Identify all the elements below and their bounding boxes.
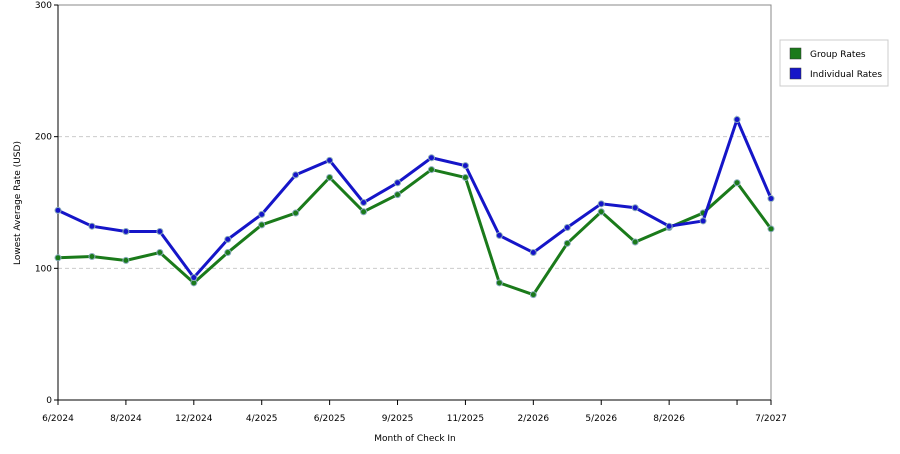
- data-point: [292, 209, 300, 217]
- data-point: [529, 291, 537, 299]
- data-point: [122, 227, 130, 235]
- data-point: [427, 166, 435, 174]
- x-tick-label: 6/2024: [42, 414, 74, 424]
- y-tick-label: 0: [46, 396, 52, 406]
- data-point: [495, 231, 503, 239]
- data-point: [631, 238, 639, 246]
- data-point: [461, 173, 469, 181]
- y-axis-label: Lowest Average Rate (USD): [13, 141, 23, 265]
- data-point: [394, 179, 402, 187]
- data-point: [597, 208, 605, 216]
- legend-label: Individual Rates: [810, 70, 882, 80]
- data-point: [495, 279, 503, 287]
- x-tick-label: 5/2026: [585, 414, 617, 424]
- data-point: [563, 224, 571, 232]
- x-axis-label: Month of Check In: [374, 434, 456, 444]
- data-point: [394, 191, 402, 199]
- data-point: [461, 162, 469, 170]
- data-point: [360, 208, 368, 216]
- data-point: [597, 200, 605, 208]
- x-tick-label: 11/2025: [447, 414, 484, 424]
- plot-area: [57, 4, 772, 401]
- y-tick-label: 300: [35, 1, 52, 11]
- data-point: [733, 179, 741, 187]
- series-line: [57, 115, 773, 280]
- data-point: [122, 256, 130, 264]
- data-point: [665, 222, 673, 230]
- x-tick-label: 8/2026: [653, 414, 685, 424]
- x-tick-label: 2/2026: [517, 414, 549, 424]
- data-point: [224, 249, 232, 257]
- data-point: [258, 210, 266, 218]
- x-tick-label: 8/2024: [110, 414, 142, 424]
- x-tick-label: 12/2024: [175, 414, 213, 424]
- data-point: [156, 227, 164, 235]
- data-point: [224, 235, 232, 243]
- x-tick-label: 6/2025: [314, 414, 346, 424]
- data-point: [88, 252, 96, 260]
- legend-label: Group Rates: [810, 50, 866, 60]
- data-point: [529, 249, 537, 257]
- data-point: [326, 156, 334, 164]
- legend-swatch: [789, 67, 802, 80]
- data-point: [563, 239, 571, 247]
- data-point: [54, 254, 62, 262]
- data-point: [54, 206, 62, 214]
- data-point: [156, 249, 164, 257]
- x-tick-label: 4/2025: [246, 414, 278, 424]
- x-tick-label: 7/2027: [755, 414, 787, 424]
- data-point: [258, 221, 266, 229]
- data-point: [190, 274, 198, 282]
- data-point: [699, 217, 707, 225]
- y-tick-label: 200: [35, 133, 52, 143]
- data-point: [360, 199, 368, 206]
- data-point: [733, 116, 741, 124]
- y-tick-label: 100: [35, 264, 52, 274]
- data-point: [326, 173, 334, 181]
- x-tick-label: 9/2025: [382, 414, 414, 424]
- data-point: [88, 222, 96, 230]
- series-line: [57, 167, 773, 297]
- data-point: [292, 171, 300, 179]
- data-point: [631, 204, 639, 212]
- legend-swatch: [789, 47, 802, 60]
- data-point: [767, 225, 775, 233]
- data-point: [427, 154, 435, 162]
- data-point: [767, 195, 775, 203]
